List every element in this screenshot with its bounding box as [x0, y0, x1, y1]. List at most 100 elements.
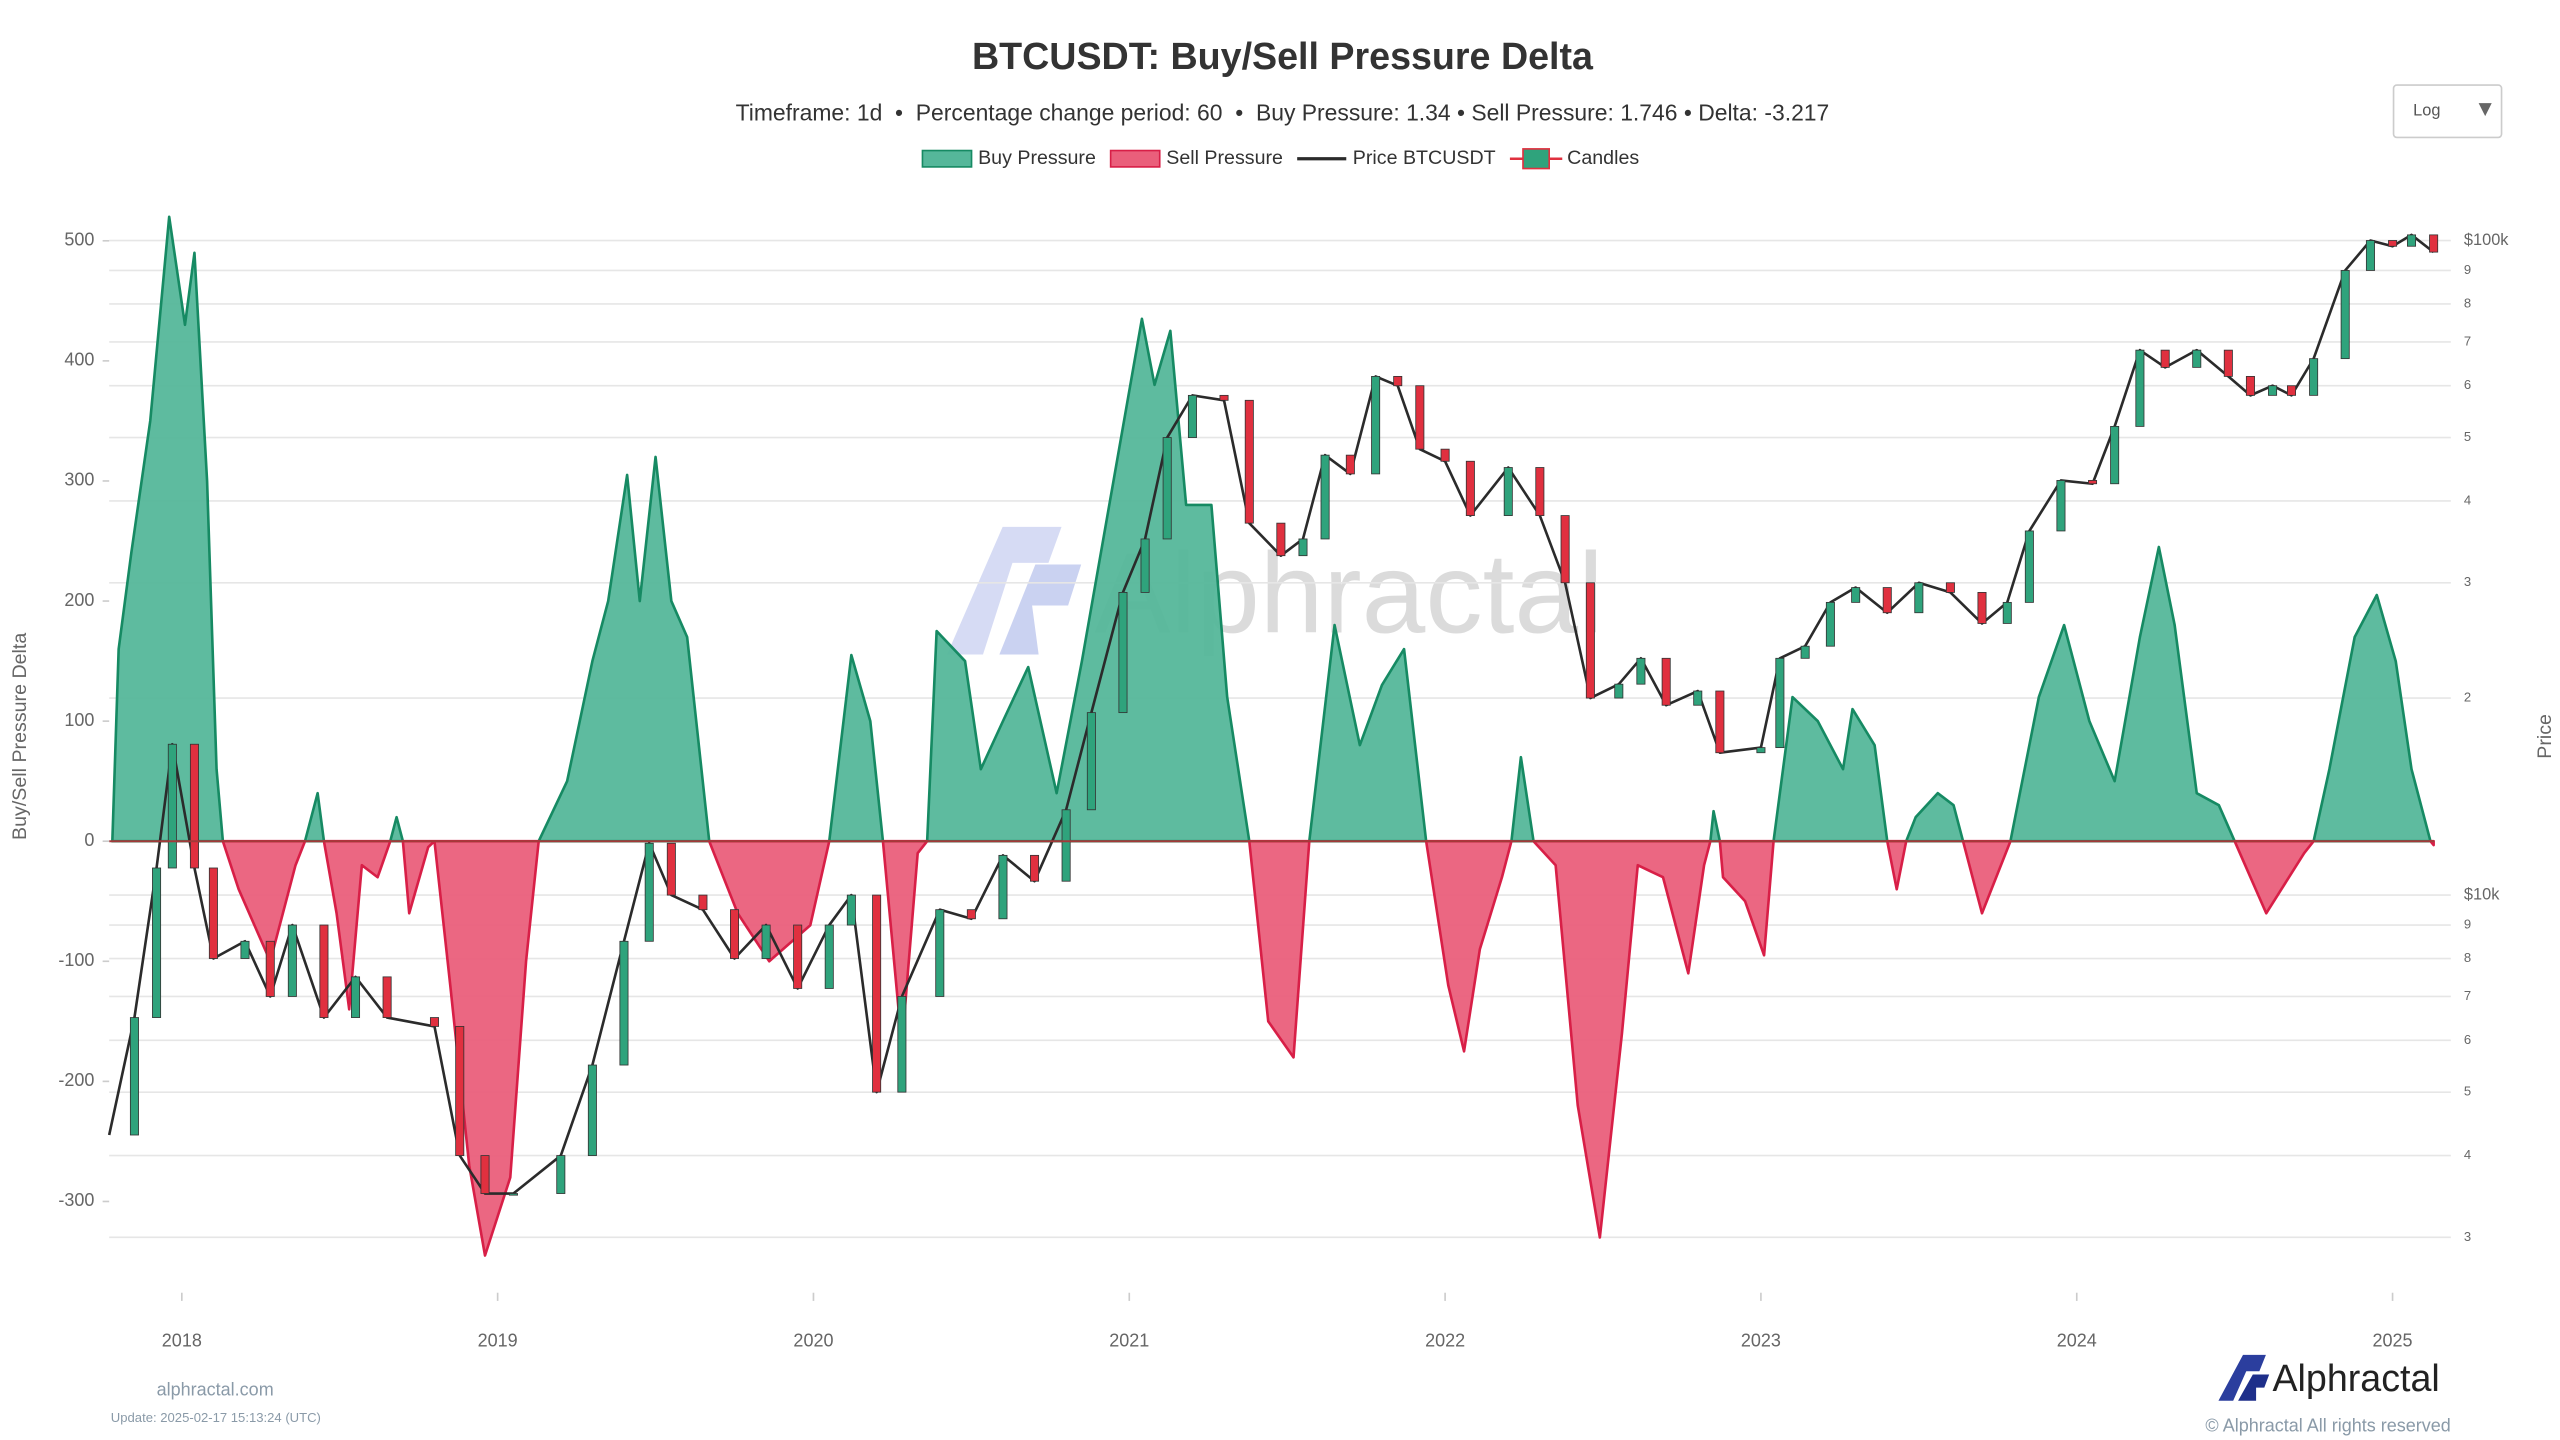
candle [2135, 349, 2145, 427]
candle [208, 867, 218, 959]
scale-selector[interactable]: Log [2392, 84, 2503, 139]
candle [265, 940, 275, 997]
y2-tick-label: $100k [2464, 231, 2509, 249]
watermark-logo [999, 564, 1082, 655]
candle [2268, 385, 2278, 396]
candle [966, 909, 976, 920]
candle [1914, 582, 1924, 614]
chart-title: BTCUSDT: Buy/Sell Pressure Delta [972, 35, 1594, 77]
candle [1882, 587, 1892, 614]
chart-subtitle: Timeframe: 1d • Percentage change period… [736, 100, 1830, 126]
candle [1614, 683, 1624, 699]
candle [1371, 375, 1381, 475]
y2-tick-label: 3 [2464, 574, 2471, 589]
y-tick-label: 100 [64, 710, 94, 730]
price-line [107, 233, 2435, 1195]
candle [508, 1193, 518, 1196]
candle [2002, 601, 2012, 624]
candle [824, 924, 834, 989]
y-tick-label: 400 [64, 350, 94, 370]
candle [644, 842, 654, 942]
candle [1535, 467, 1545, 516]
candle [2024, 530, 2034, 603]
candle [619, 940, 629, 1066]
pressure-area [111, 215, 2432, 843]
candle [2223, 349, 2233, 377]
candle [730, 909, 740, 959]
footer-logo: Alphractal [2218, 1354, 2440, 1401]
candle [1977, 592, 1987, 624]
y2-tick-label: 7 [2464, 988, 2471, 1003]
candle [1825, 601, 1835, 647]
candle [2160, 349, 2170, 368]
legend-swatch [1522, 148, 1550, 170]
y2-tick-label: 3 [2464, 1229, 2471, 1244]
y2-tick-label: 6 [2464, 1032, 2471, 1047]
candle [2388, 240, 2398, 247]
logo-shape [2218, 1354, 2266, 1401]
y2-tick-label: 5 [2464, 1084, 2471, 1099]
candle [1162, 437, 1172, 540]
candle [2192, 349, 2202, 368]
candle [1276, 522, 1286, 557]
legend-label: Buy Pressure [978, 147, 1096, 169]
candle [1298, 538, 1308, 557]
y2-tick-label: 8 [2464, 295, 2471, 310]
candle [1775, 657, 1785, 749]
candle [2429, 234, 2439, 253]
plot-data [107, 215, 2439, 1257]
logo-shape [2238, 1374, 2270, 1401]
candle [2110, 425, 2120, 485]
candle [1636, 657, 1646, 685]
y-tick-label: 0 [84, 830, 94, 850]
candle [1061, 809, 1071, 882]
y2-tick-label: 5 [2464, 429, 2471, 444]
candle [1140, 538, 1150, 593]
candle [1800, 645, 1810, 659]
y2-tick-label: 4 [2464, 1147, 2471, 1162]
footer-rights: © Alphractal All rights reserved [2205, 1416, 2450, 1436]
x-tick-label: 2022 [1425, 1331, 1465, 1351]
y-axis-title: Buy/Sell Pressure Delta [9, 633, 31, 840]
candle [761, 924, 771, 959]
candle [382, 976, 392, 1018]
y2-axis-title: Price [2534, 714, 2556, 759]
y2-tick-label: 9 [2464, 262, 2471, 277]
candle [1086, 712, 1096, 811]
footer-brand: Alphractal [2272, 1357, 2439, 1399]
legend-label: Candles [1567, 147, 1639, 169]
candle [455, 1026, 465, 1156]
candle [897, 996, 907, 1093]
candle [1118, 592, 1128, 714]
y-tick-label: -200 [58, 1070, 94, 1090]
dropdown-label[interactable]: Log [2413, 102, 2440, 120]
candle [1244, 399, 1254, 524]
candle [319, 924, 329, 1018]
x-tick-label: 2023 [1741, 1331, 1781, 1351]
candle [129, 1017, 139, 1136]
y2-tick-label: $10k [2464, 885, 2500, 903]
candle [1415, 385, 1425, 450]
candle [1503, 467, 1513, 516]
candle [2365, 240, 2375, 271]
dropdown-box[interactable] [2392, 84, 2503, 139]
candle [1030, 854, 1040, 882]
dropdown-arrow[interactable] [2478, 103, 2492, 117]
candle [666, 842, 676, 896]
candle [935, 909, 945, 997]
candle [1661, 657, 1671, 706]
candle [1585, 582, 1595, 699]
candle [2245, 375, 2255, 396]
legend-swatch [921, 149, 973, 168]
candle [1693, 690, 1703, 706]
y2-tick-label: 7 [2464, 333, 2471, 348]
candle [240, 940, 250, 959]
candle [1393, 375, 1403, 387]
legend-label: Sell Pressure [1166, 147, 1283, 169]
x-tick-label: 2024 [2057, 1331, 2097, 1351]
candle [1945, 582, 1955, 593]
y2-tick-label: 8 [2464, 950, 2471, 965]
candle [351, 976, 361, 1018]
x-tick-label: 2025 [2373, 1331, 2413, 1351]
